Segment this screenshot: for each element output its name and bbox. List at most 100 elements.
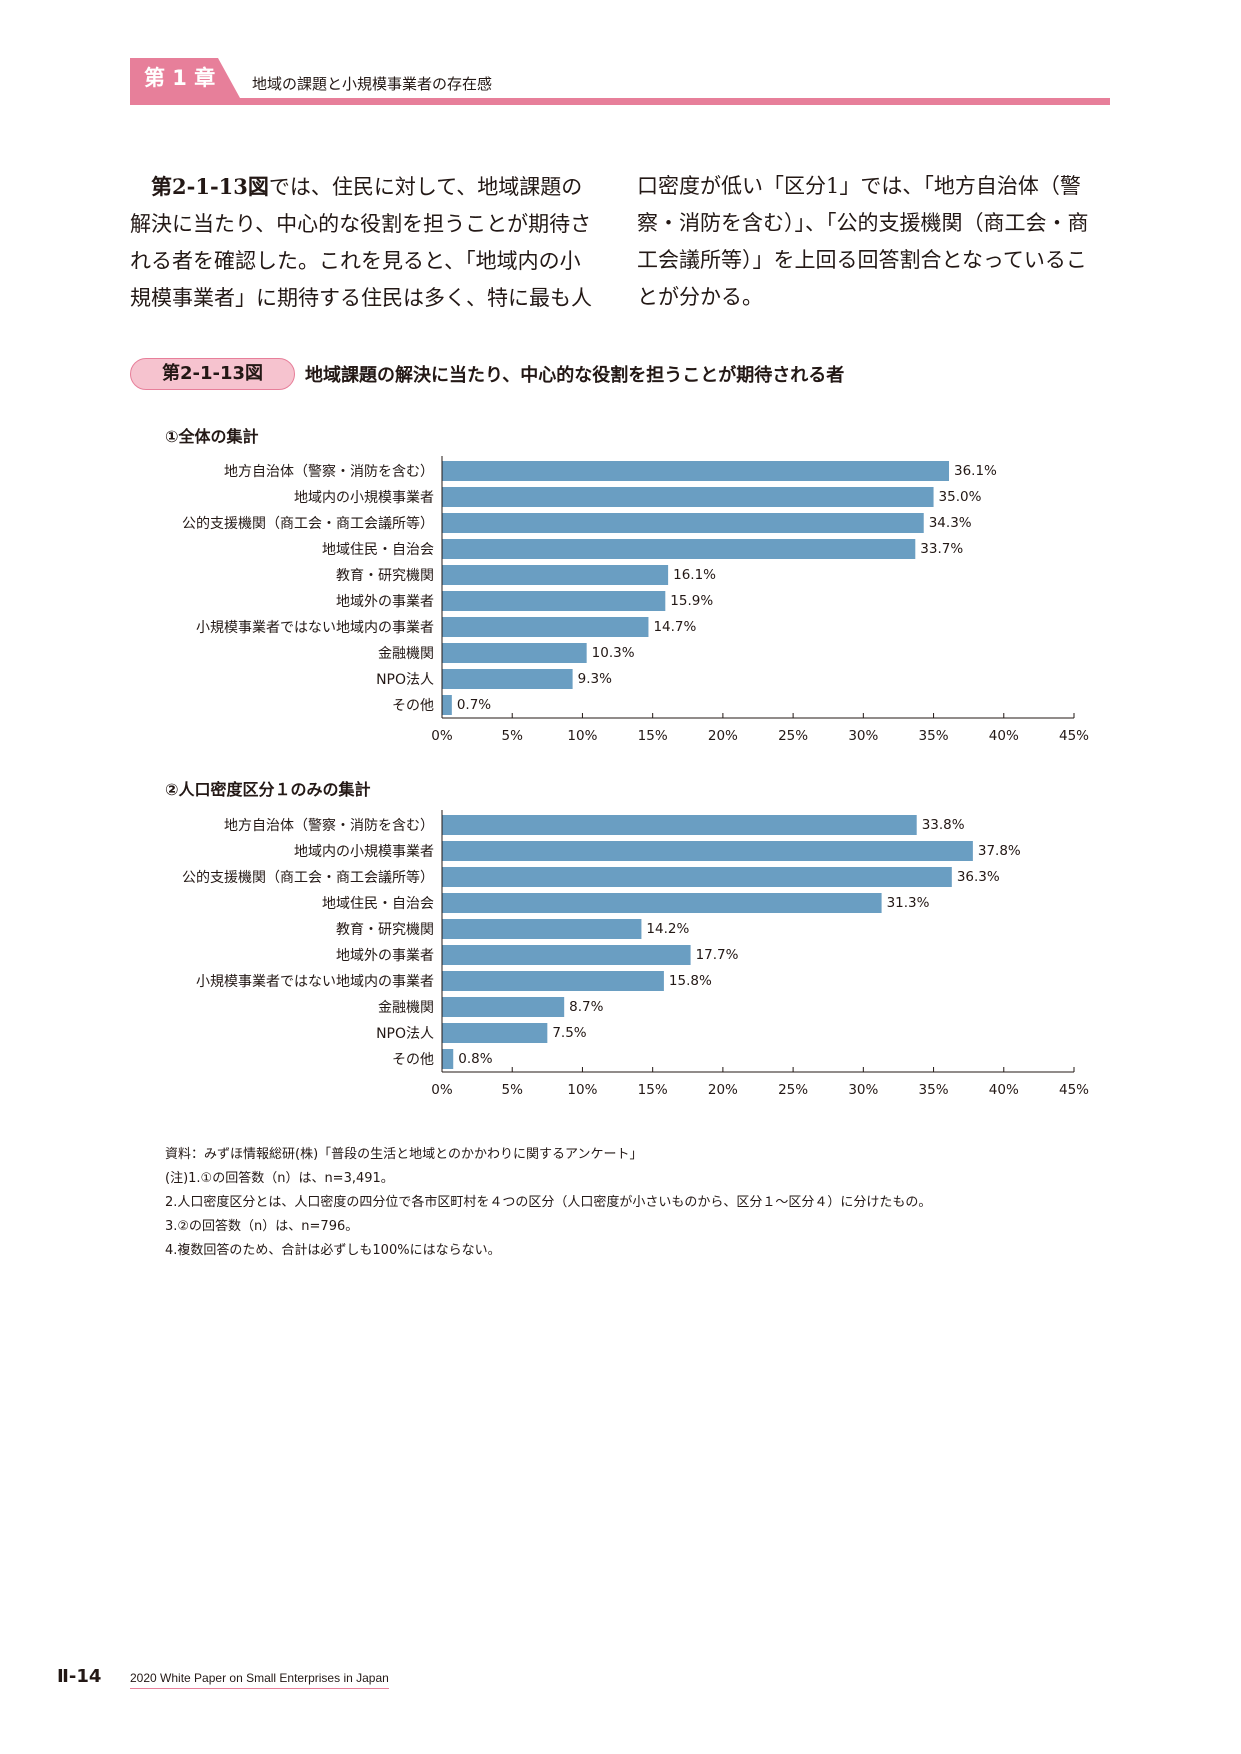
category-label: 地域住民・自治会 (322, 542, 434, 558)
category-label: 地域住民・自治会 (322, 896, 434, 912)
data-label: 0.8% (458, 1051, 492, 1067)
bar (442, 565, 669, 585)
x-tick-label: 0% (431, 728, 453, 744)
x-tick-label: 35% (919, 1082, 949, 1098)
category-label: 地方自治体（警察・消防を含む） (224, 817, 434, 834)
data-label: 9.3% (578, 671, 612, 687)
body-text-column-2: 口密度が低い「区分1」では、「地方自治体（警察・消防を含む）」、「公的支援機関（… (637, 168, 1107, 316)
x-tick-label: 15% (638, 1082, 668, 1098)
category-label: 教育・研究機関 (336, 568, 434, 584)
bar (442, 513, 924, 533)
x-tick-label: 35% (919, 728, 949, 744)
x-tick-label: 0% (431, 1082, 453, 1098)
x-tick-label: 40% (989, 728, 1019, 744)
category-label: 小規模事業者ではない地域内の事業者 (196, 974, 434, 990)
chapter-title: 地域の課題と小規模事業者の存在感 (252, 75, 493, 93)
bar (442, 1023, 548, 1043)
x-tick-label: 30% (848, 1082, 878, 1098)
bar (442, 971, 664, 991)
data-label: 16.1% (673, 567, 716, 583)
x-tick-label: 5% (502, 728, 524, 744)
data-label: 31.3% (887, 895, 930, 911)
bar (442, 919, 642, 939)
bar (442, 695, 452, 715)
x-tick-label: 45% (1059, 1082, 1089, 1098)
category-label: 地域外の事業者 (336, 948, 434, 964)
bar (442, 487, 934, 507)
bar (442, 841, 973, 861)
data-label: 33.8% (922, 817, 965, 833)
figure-number-badge: 第2-1-13図 (130, 358, 295, 390)
page-number: Ⅱ-14 (57, 1666, 102, 1687)
bar (442, 867, 952, 887)
category-label: 公的支援機関（商工会・商工会議所等） (182, 515, 434, 532)
bar (442, 1049, 454, 1069)
bar (442, 815, 917, 835)
bar (442, 461, 950, 481)
bar (442, 591, 666, 611)
note-source: 資料：みずほ情報総研(株)「普段の生活と地域とのかかわりに関するアンケート」 (165, 1147, 643, 1162)
category-label: 教育・研究機関 (336, 922, 434, 938)
x-tick-label: 10% (567, 1082, 597, 1098)
category-label: その他 (392, 1052, 434, 1068)
category-label: NPO法人 (376, 1026, 434, 1042)
data-label: 34.3% (929, 515, 972, 531)
bar (442, 539, 916, 559)
header-rule (130, 98, 1110, 105)
category-label: 公的支援機関（商工会・商工会議所等） (182, 869, 434, 886)
chart-1-svg: 地方自治体（警察・消防を含む） 36.1% 地域内の小規模事業者 35.0% 公的支援機… (182, 456, 1089, 744)
category-label: 小規模事業者ではない地域内の事業者 (196, 620, 434, 636)
data-label: 7.5% (552, 1025, 586, 1041)
x-tick-label: 40% (989, 1082, 1019, 1098)
page-header: 第 1 章 地域の課題と小規模事業者の存在感 (130, 58, 1110, 106)
note-4: 4.複数回答のため、合計は必ずしも100%にはならない。 (165, 1243, 501, 1258)
body-text-1: では、住民に対して、地域課題の解決に当たり、中心的な役割を担うことが期待される者… (130, 175, 592, 310)
chapter-tab: 第 1 章 (130, 58, 240, 98)
body-text-2: 口密度が低い「区分1」では、「地方自治体（警察・消防を含む）」、「公的支援機関（… (637, 174, 1089, 309)
data-label: 0.7% (457, 697, 491, 713)
x-tick-label: 45% (1059, 728, 1089, 744)
x-tick-label: 25% (778, 1082, 808, 1098)
figure-notes: 資料：みずほ情報総研(株)「普段の生活と地域とのかかわりに関するアンケート」 (… (165, 1143, 931, 1263)
data-label: 15.8% (669, 973, 712, 989)
category-label: NPO法人 (376, 672, 434, 688)
x-tick-label: 30% (848, 728, 878, 744)
category-label: 地域外の事業者 (336, 594, 434, 610)
bar (442, 669, 573, 689)
bar (442, 893, 882, 913)
note-3: 3.②の回答数（n）は、n=796。 (165, 1219, 359, 1234)
note-1: (注)1.①の回答数（n）は、n=3,491。 (165, 1171, 394, 1186)
data-label: 36.3% (957, 869, 1000, 885)
x-tick-label: 15% (638, 728, 668, 744)
data-label: 37.8% (978, 843, 1021, 859)
bar (442, 997, 565, 1017)
chart-1-title: ①全体の集計 (165, 427, 259, 446)
chart-2-svg: 地方自治体（警察・消防を含む） 33.8% 地域内の小規模事業者 37.8% 公的支援機… (182, 810, 1089, 1098)
figure-reference: 第2-1-13図 (151, 174, 269, 199)
category-label: 地方自治体（警察・消防を含む） (224, 463, 434, 480)
data-label: 33.7% (920, 541, 963, 557)
category-label: 金融機関 (378, 1000, 434, 1016)
x-tick-label: 5% (502, 1082, 524, 1098)
x-tick-label: 20% (708, 728, 738, 744)
data-label: 8.7% (569, 999, 603, 1015)
bar (442, 617, 649, 637)
chart-2-title: ②人口密度区分１のみの集計 (165, 780, 371, 799)
category-label: 地域内の小規模事業者 (294, 490, 434, 506)
x-tick-label: 10% (567, 728, 597, 744)
data-label: 10.3% (592, 645, 635, 661)
chart-2: 地方自治体（警察・消防を含む） 33.8% 地域内の小規模事業者 37.8% 公的支援機… (130, 802, 1090, 1102)
data-label: 17.7% (696, 947, 739, 963)
bar (442, 643, 587, 663)
data-label: 14.7% (653, 619, 696, 635)
publication-title: 2020 White Paper on Small Enterprises in… (130, 1671, 389, 1689)
data-label: 36.1% (954, 463, 997, 479)
body-text-column-1: 第2-1-13図では、住民に対して、地域課題の解決に当たり、中心的な役割を担うこ… (130, 168, 600, 317)
bar (442, 945, 691, 965)
x-tick-label: 25% (778, 728, 808, 744)
data-label: 15.9% (670, 593, 713, 609)
figure-title: 地域課題の解決に当たり、中心的な役割を担うことが期待される者 (305, 365, 845, 386)
x-tick-label: 20% (708, 1082, 738, 1098)
category-label: 地域内の小規模事業者 (294, 844, 434, 860)
data-label: 35.0% (939, 489, 982, 505)
